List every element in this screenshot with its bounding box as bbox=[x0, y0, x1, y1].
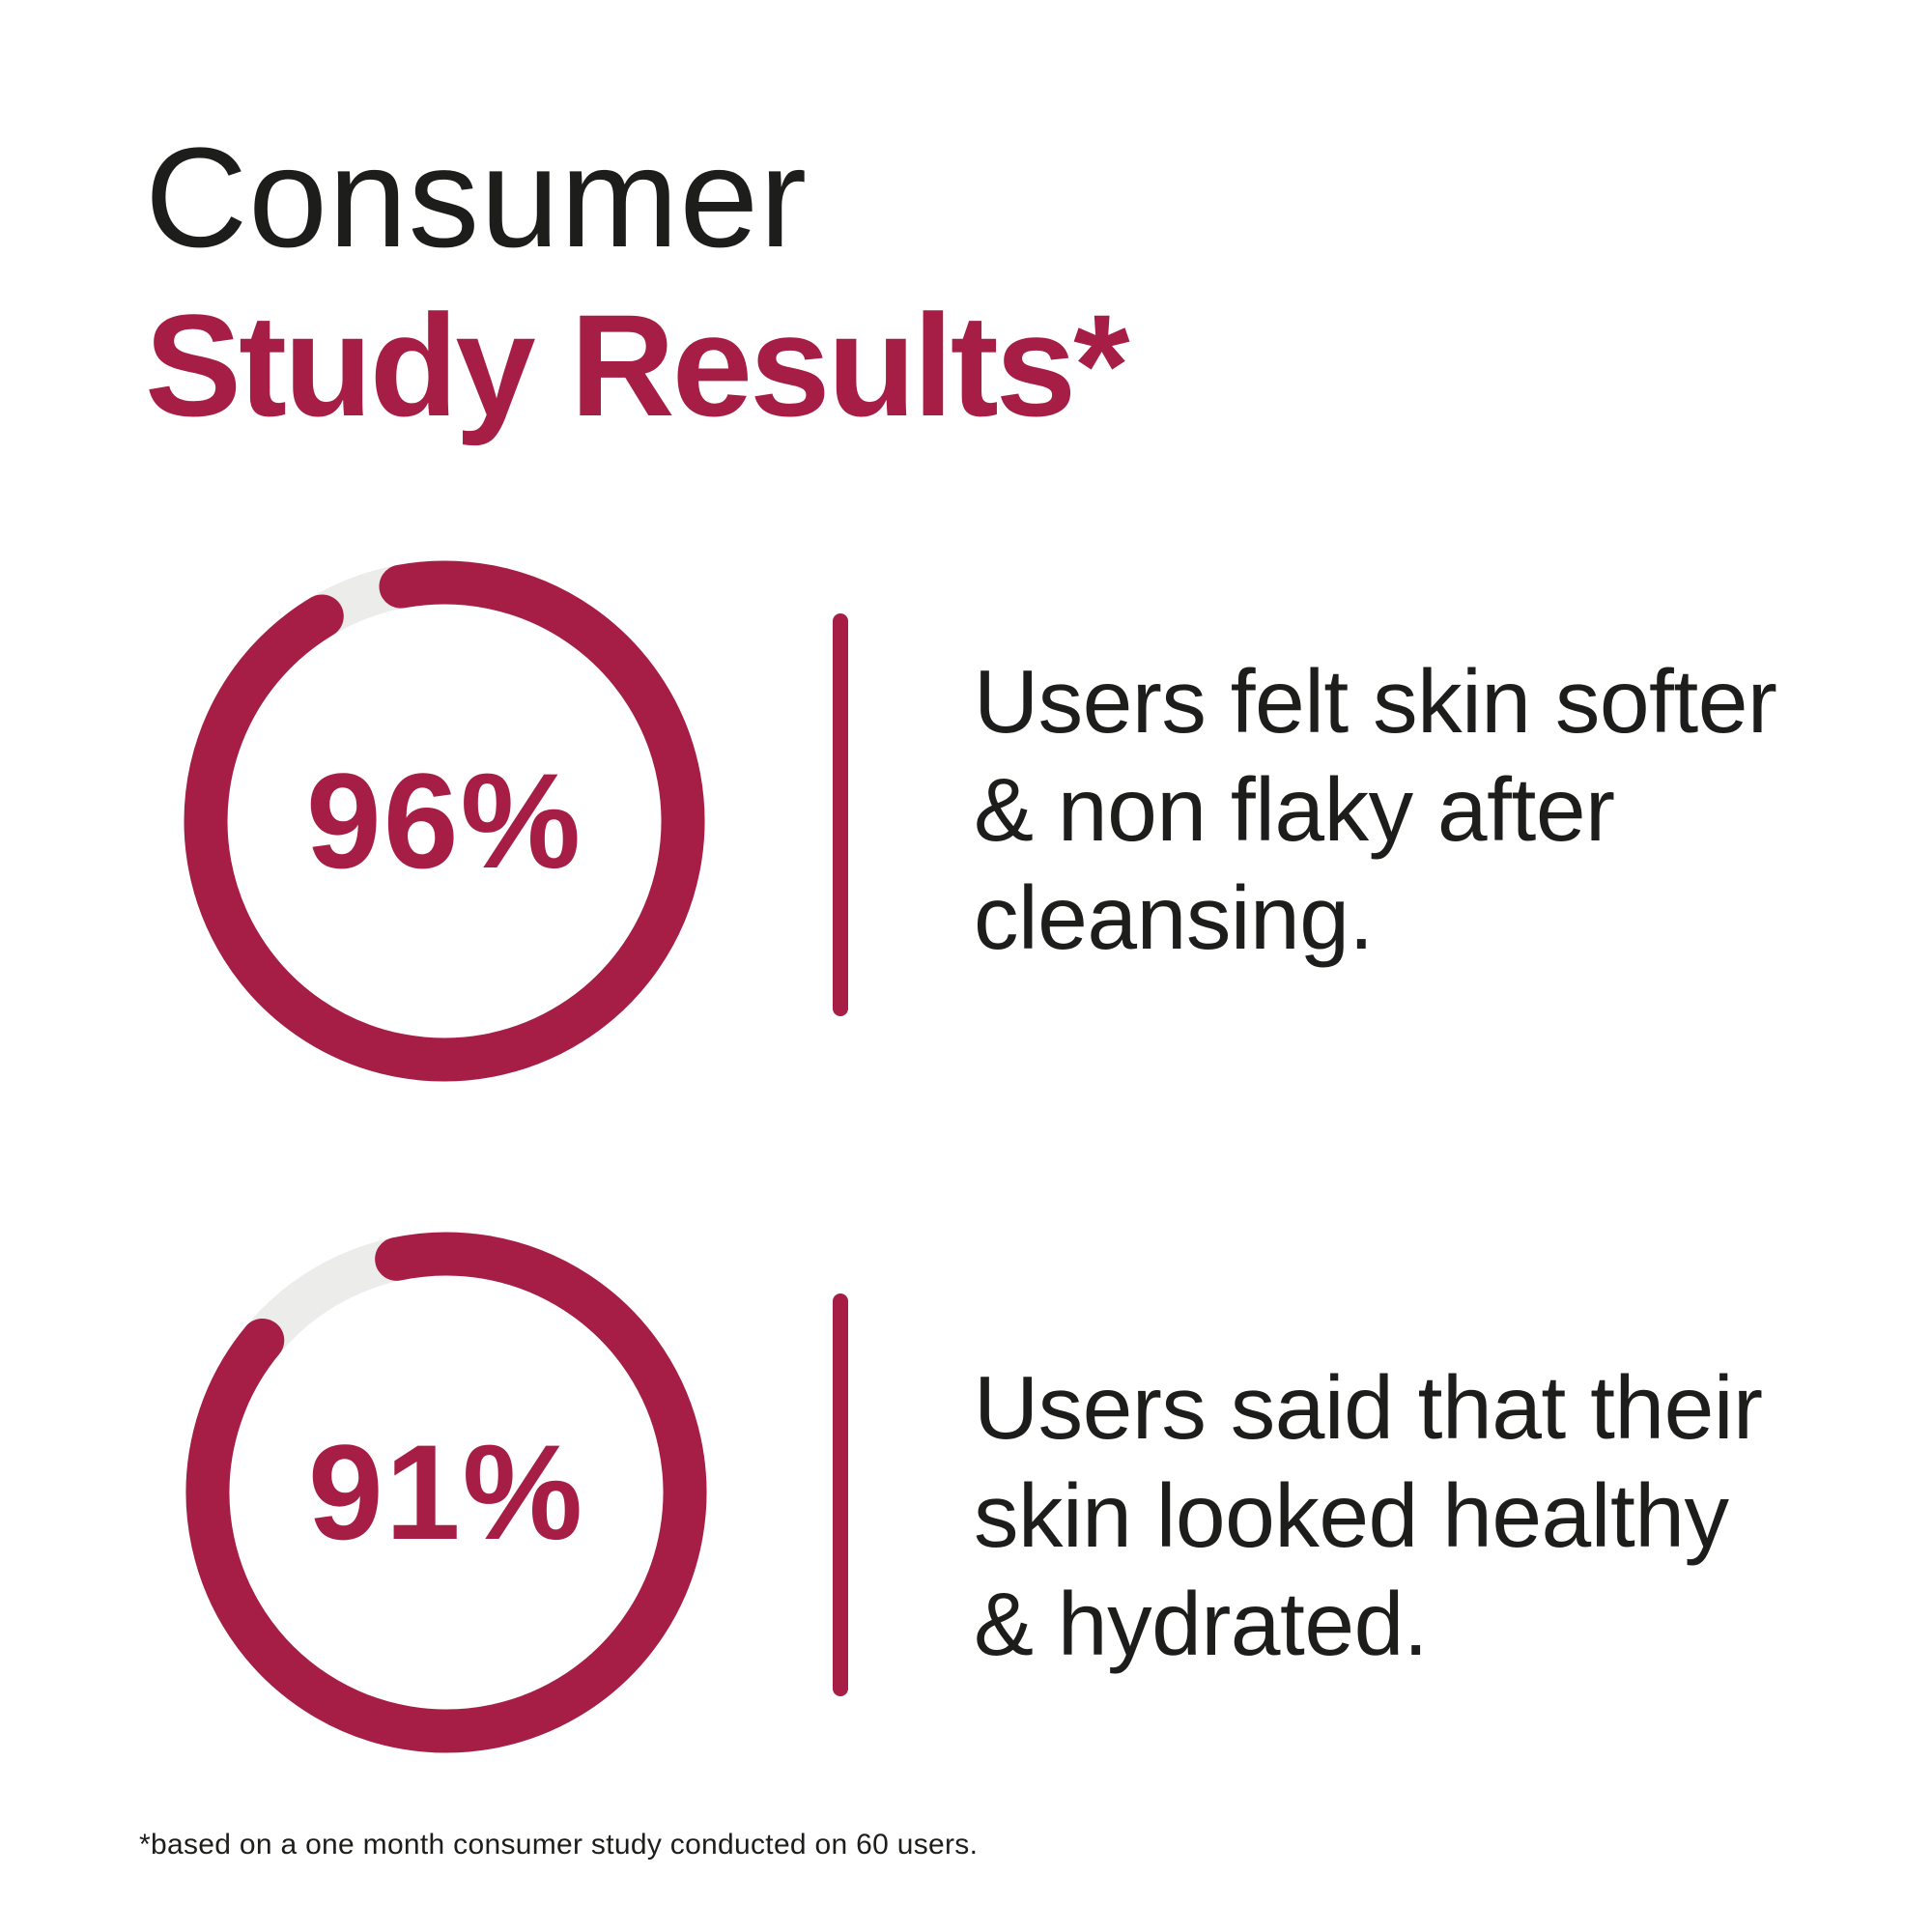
stat-description-line: Users said that their bbox=[974, 1357, 1763, 1458]
stat-description-line: & hydrated. bbox=[974, 1574, 1429, 1674]
donut-chart-skin-softer: 96% bbox=[174, 551, 715, 1092]
stat-description: Users felt skin softer & non flaky after… bbox=[974, 647, 1777, 972]
page-subtitle: Study Results* bbox=[145, 284, 1130, 446]
stat-description-line: cleansing. bbox=[974, 867, 1374, 968]
page-title: Consumer bbox=[145, 119, 809, 277]
stat-description: Users said that their skin looked health… bbox=[974, 1353, 1763, 1678]
donut-chart-skin-healthy: 91% bbox=[176, 1222, 717, 1763]
donut-percent-label: 96% bbox=[305, 745, 583, 896]
stat-description-line: & non flaky after bbox=[974, 759, 1615, 860]
donut-ring-svg bbox=[185, 1232, 707, 1753]
donut-progress-arc bbox=[185, 1232, 707, 1753]
stat-description-line: skin looked healthy bbox=[974, 1465, 1729, 1566]
donut-progress-arc bbox=[184, 560, 705, 1082]
vertical-divider bbox=[833, 1293, 848, 1696]
donut-percent-label: 91% bbox=[307, 1416, 585, 1568]
footnote: *based on a one month consumer study con… bbox=[139, 1829, 979, 1861]
donut-ring-svg bbox=[184, 560, 705, 1082]
stat-description-line: Users felt skin softer bbox=[974, 651, 1777, 752]
vertical-divider bbox=[833, 613, 848, 1016]
